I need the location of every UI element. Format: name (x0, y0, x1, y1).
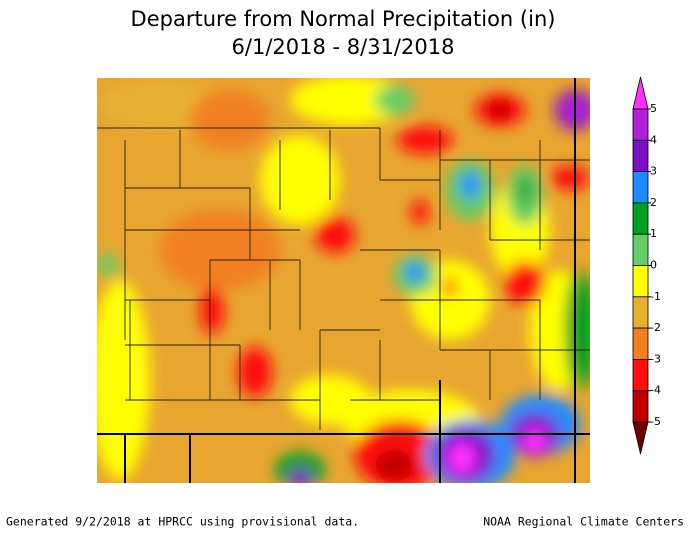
legend-swatch (632, 296, 649, 329)
legend-arrow-bottom (632, 421, 649, 455)
legend-swatch (632, 139, 649, 173)
legend-tick-label: 4 (650, 133, 657, 146)
legend-swatch (632, 358, 649, 392)
legend-tick-label: 1 (650, 227, 657, 240)
legend-swatch (632, 202, 649, 235)
title: Departure from Normal Precipitation (in) (131, 7, 556, 31)
legend-swatch (632, 390, 649, 423)
legend-arrow-top (632, 76, 649, 110)
legend-swatch (632, 108, 649, 141)
legend-tick-label: -2 (650, 321, 661, 334)
legend-tick-label: 2 (650, 196, 657, 209)
legend-tick-label: -4 (650, 384, 661, 397)
legend-tick-label: -5 (650, 415, 661, 428)
legend-tick-label: -1 (650, 290, 661, 303)
legend-tick-label: 0 (650, 259, 657, 272)
footer-credit: Generated 9/2/2018 at HPRCC using provis… (6, 515, 359, 529)
color-legend: 5 4 3 2 1 0 -1 -2 -3 -4 -5 (632, 76, 661, 455)
footer-source: NOAA Regional Climate Centers (483, 515, 684, 529)
legend-tick-label: 5 (650, 102, 657, 115)
legend-tick-label: 3 (650, 165, 657, 178)
subtitle: 6/1/2018 - 8/31/2018 (232, 35, 455, 59)
legend-swatch (632, 327, 649, 360)
legend-swatch (632, 233, 649, 266)
legend-swatch (632, 265, 649, 298)
map (97, 78, 590, 483)
legend-swatch (632, 171, 649, 204)
legend-tick-label: -3 (650, 352, 661, 365)
